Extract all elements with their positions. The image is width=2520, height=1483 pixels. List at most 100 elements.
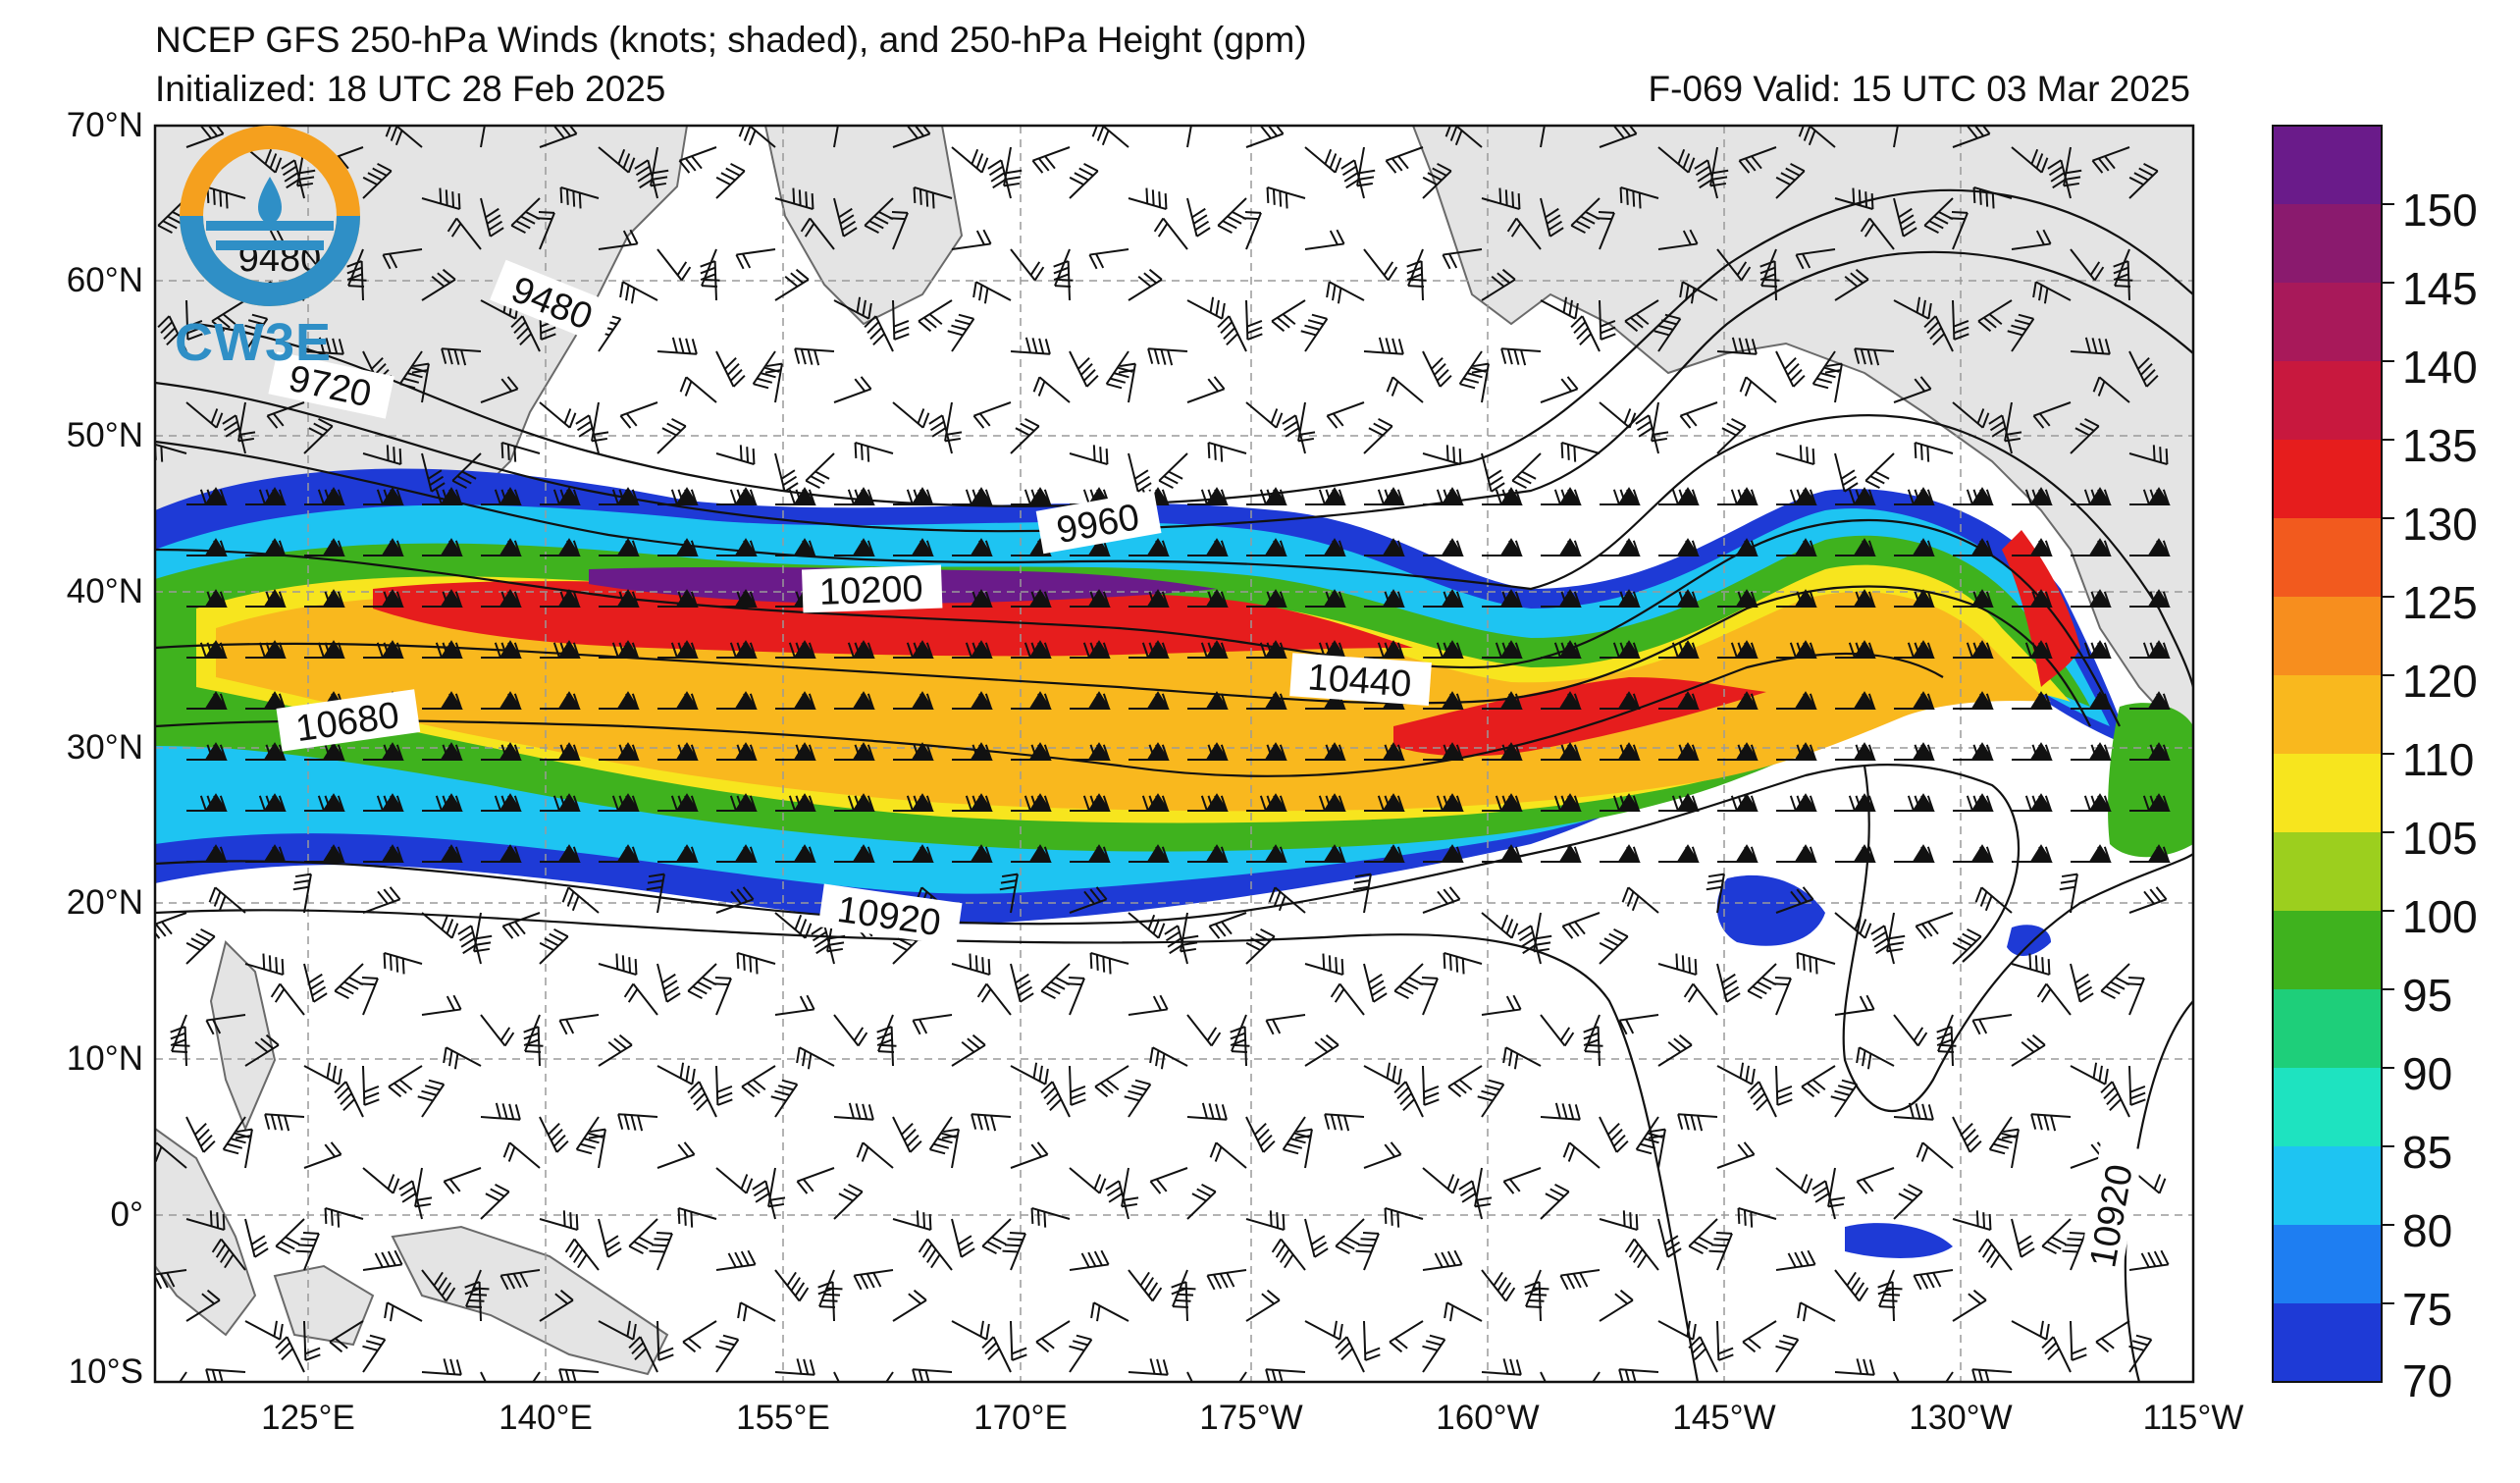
wind-barb-feather xyxy=(225,192,229,209)
wind-barb-feather xyxy=(1378,418,1393,428)
wind-barb-feather xyxy=(740,1174,749,1190)
wind-barb-feather xyxy=(913,186,917,204)
wind-barb-pennant xyxy=(557,793,581,812)
wind-barb-feather xyxy=(1914,378,1926,393)
wind-barb-feather xyxy=(1391,1065,1396,1082)
wind-barb-feather xyxy=(1775,176,1791,185)
wind-barb-feather xyxy=(1147,914,1156,930)
wind-barb-pennant xyxy=(1970,691,1994,710)
wind-barb-feather xyxy=(2069,1232,2086,1235)
wind-barb-feather xyxy=(1856,1358,1863,1375)
wind-barb-pennant xyxy=(1794,742,1817,761)
wind-barb-feather xyxy=(788,795,796,812)
wind-barb-feather xyxy=(1566,444,1570,460)
wind-barb-feather xyxy=(1631,895,1640,912)
wind-barb xyxy=(1945,1371,1954,1382)
wind-barb-pennant xyxy=(1735,538,1759,556)
wind-barb-feather xyxy=(752,1180,766,1191)
wind-barb-feather xyxy=(1356,182,1374,187)
wind-barb-feather xyxy=(1500,347,1507,364)
wind-barb-feather xyxy=(1451,1178,1460,1194)
wind-barb-feather xyxy=(1373,992,1388,1003)
wind-barb-feather xyxy=(399,383,416,390)
wind-barb-feather xyxy=(2153,1174,2162,1190)
wind-barb-feather xyxy=(1441,1251,1450,1267)
wind-barb-feather xyxy=(1877,1281,1893,1289)
wind-barb-feather xyxy=(1919,1274,1929,1290)
wind-barb-feather xyxy=(1031,160,1044,174)
wind-barb xyxy=(981,1218,1012,1247)
wind-barb-feather xyxy=(1812,383,1829,390)
wind-barb-feather xyxy=(568,1244,580,1258)
wind-barb-feather xyxy=(2075,980,2091,990)
wind-barb xyxy=(656,425,687,454)
wind-barb-feather xyxy=(629,229,639,244)
wind-barb-pennant xyxy=(1676,844,1700,863)
wind-barb-pennant xyxy=(970,538,993,556)
wind-barb-feather xyxy=(1383,261,1394,276)
wind-barb-feather xyxy=(1436,368,1449,382)
wind-barb-feather xyxy=(1069,1345,1085,1351)
wind-barb-pennant xyxy=(1794,844,1817,863)
wind-barb-feather xyxy=(1632,190,1636,207)
wind-barb-feather xyxy=(1969,1139,1982,1153)
wind-barb-feather xyxy=(1343,172,1359,183)
wind-barb-feather xyxy=(780,469,796,480)
wind-barb-pennant xyxy=(2147,691,2171,710)
wind-barb xyxy=(1446,1301,1483,1322)
wind-barb-feather xyxy=(649,1249,665,1253)
wind-barb-feather xyxy=(513,321,527,335)
wind-barb-feather xyxy=(838,207,853,219)
wind-barb-feather xyxy=(867,302,872,319)
wind-barb-feather xyxy=(457,192,461,210)
wind-barb-feather xyxy=(1694,1348,1707,1361)
wind-barb-feather xyxy=(1745,338,1752,354)
wind-barb-feather xyxy=(1682,230,1692,245)
wind-barb-feather xyxy=(1399,1092,1413,1106)
wind-barb-feather xyxy=(199,795,207,812)
wind-barb-feather xyxy=(2101,1337,2115,1350)
colorbar-swatch xyxy=(2273,518,2382,598)
wind-barb-feather xyxy=(387,1174,395,1190)
wind-barb-feather xyxy=(696,1098,709,1112)
wind-barb-feather xyxy=(1443,888,1455,903)
wind-barb-feather xyxy=(1108,1192,1124,1203)
wind-barb-feather xyxy=(552,1134,566,1147)
wind-barb-pennant xyxy=(1264,640,1287,659)
wind-barb-feather xyxy=(611,795,619,812)
wind-barb xyxy=(833,388,871,403)
wind-barb-feather xyxy=(936,1138,953,1144)
wind-barb xyxy=(1038,376,1071,403)
wind-barb-feather xyxy=(1583,1026,1599,1033)
wind-barb-feather xyxy=(1509,1358,1516,1375)
wind-barb-feather xyxy=(652,176,668,181)
wind-barb-feather xyxy=(1377,795,1385,812)
wind-barb xyxy=(360,260,364,301)
wind-barb-feather xyxy=(1865,994,1875,1010)
wind-barb-feather xyxy=(1230,1026,1245,1033)
wind-barb-feather xyxy=(2017,1235,2032,1245)
wind-barb-feather xyxy=(1159,994,1169,1010)
wind-barb-feather xyxy=(1194,220,1210,232)
wind-barb-feather xyxy=(1957,937,1972,947)
wind-barb-pennant xyxy=(1323,691,1346,710)
wind-barb-feather xyxy=(1706,879,1723,884)
wind-barb-feather xyxy=(810,475,825,485)
wind-barb-feather xyxy=(1508,1178,1521,1192)
wind-barb xyxy=(764,1180,776,1220)
wind-barb-feather xyxy=(1612,642,1620,659)
wind-barb xyxy=(1422,350,1442,388)
wind-barb-feather xyxy=(1903,1188,1918,1197)
wind-barb-pennant xyxy=(1264,742,1287,761)
wind-barb-feather xyxy=(406,372,423,379)
wind-barb-pennant xyxy=(499,589,522,608)
wind-barb-feather xyxy=(1864,479,1880,489)
wind-barb xyxy=(1266,1014,1306,1022)
wind-barb-feather xyxy=(809,1359,815,1376)
wind-barb xyxy=(1186,1371,1193,1382)
wind-barb xyxy=(833,1371,840,1382)
wind-barb-pennant xyxy=(263,538,287,556)
wind-barb-feather xyxy=(1128,1089,1144,1096)
wind-barb-feather xyxy=(2044,1342,2058,1355)
wind-barb-feather xyxy=(843,227,858,238)
